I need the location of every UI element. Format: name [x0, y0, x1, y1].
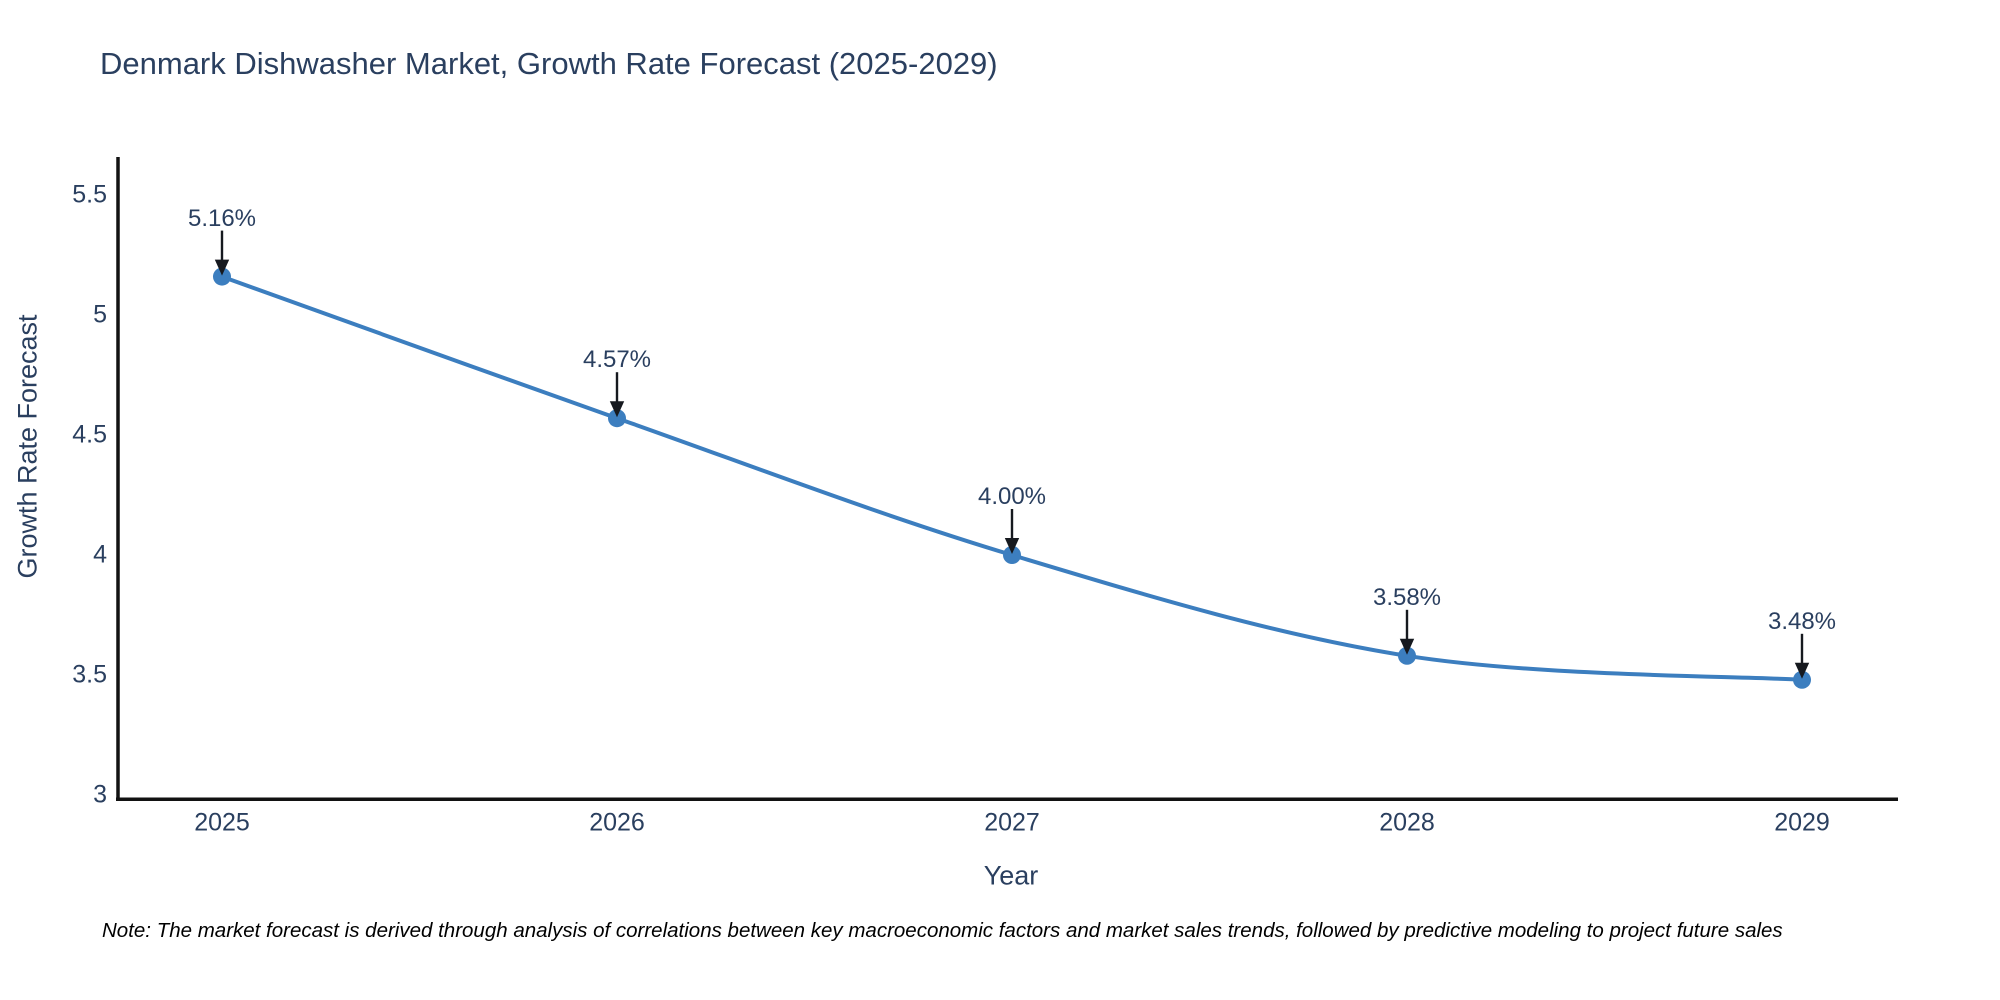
y-axis-tick-label: 3.5	[72, 660, 107, 689]
x-axis-tick-label: 2026	[589, 808, 645, 837]
chart-title: Denmark Dishwasher Market, Growth Rate F…	[100, 46, 998, 81]
y-axis-tick-label: 3	[93, 780, 107, 809]
annotation-arrow-head	[214, 259, 230, 276]
data-point-marker	[213, 267, 231, 286]
data-point-marker	[1793, 670, 1811, 689]
annotation-arrows	[214, 230, 1810, 679]
annotation-arrow-head	[1794, 662, 1810, 679]
data-point-marker	[608, 409, 626, 428]
data-point-marker	[1398, 646, 1416, 665]
x-axis-tick-label: 2025	[194, 808, 250, 837]
data-point-value-label: 5.16%	[187, 204, 257, 232]
x-axis-tick-label: 2027	[984, 808, 1040, 837]
footnote: Note: The market forecast is derived thr…	[102, 919, 1783, 942]
x-axis-tick-label: 2029	[1774, 808, 1830, 837]
y-axis-tick-label: 4.5	[72, 420, 107, 449]
annotation-arrow-head	[1004, 538, 1020, 554]
data-point-value-label: 3.58%	[1372, 583, 1442, 611]
y-axis-tick-label: 5	[93, 300, 107, 329]
forecast-line	[220, 274, 1804, 682]
y-axis-tick-label: 4	[93, 540, 107, 569]
x-axis-title: Year	[983, 860, 1039, 891]
data-point-value-label: 4.00%	[977, 483, 1047, 510]
data-point-markers	[213, 267, 1811, 689]
y-axis-tick-label: 5.5	[72, 180, 107, 209]
data-point-value-label: 4.57%	[582, 346, 652, 374]
annotation-arrow-head	[1399, 638, 1415, 655]
x-axis-tick-label: 2028	[1379, 808, 1435, 837]
data-point-value-label: 3.48%	[1767, 607, 1837, 635]
annotation-arrow-head	[609, 401, 625, 418]
y-axis-title: Growth Rate Forecast	[12, 314, 43, 579]
data-point-marker	[1003, 546, 1021, 564]
